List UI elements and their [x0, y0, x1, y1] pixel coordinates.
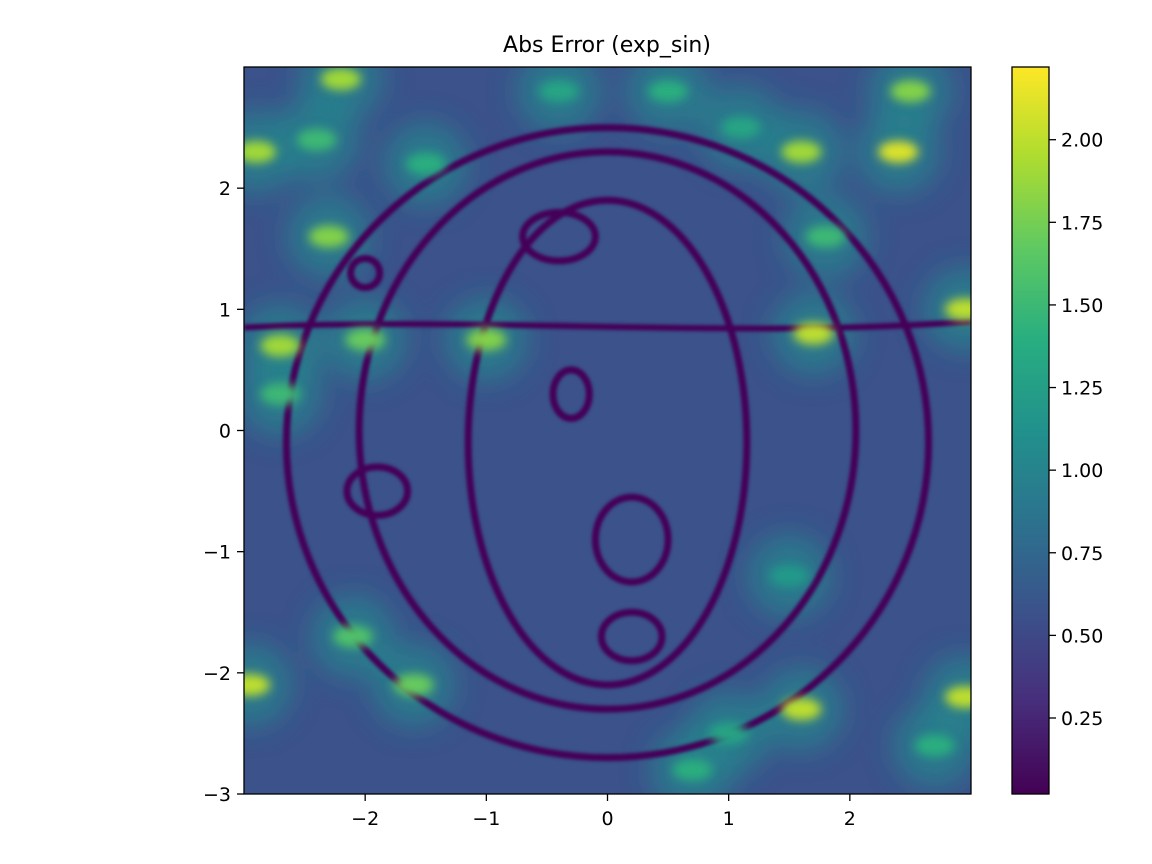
colorbar-tick-label: 0.75: [1061, 543, 1103, 565]
colorbar-tick-label: 0.50: [1061, 625, 1103, 647]
heatmap-hotspot-21: [672, 758, 713, 781]
low-error-contour-0: [282, 124, 933, 762]
colorbar-tick-label: 1.25: [1061, 378, 1103, 400]
low-error-contour-6: [591, 493, 672, 586]
low-error-contour-3: [347, 254, 384, 292]
heatmap-low-error-contours: [244, 124, 971, 762]
colorbar-tick-label: 1.00: [1061, 460, 1103, 482]
y-tick-label: 2: [219, 178, 231, 200]
heatmap-hotspot-12: [781, 140, 822, 163]
colorbar-tick-label: 2.00: [1061, 130, 1103, 152]
heatmap-hotspot-6: [781, 698, 822, 721]
chart-title: Abs Error (exp_sin): [503, 33, 711, 58]
heatmap-hotspot-5: [793, 322, 834, 345]
heatmap-hotspot-13: [345, 328, 386, 351]
x-tick-label: −2: [351, 808, 379, 830]
heatmap-hotspot-8: [944, 686, 971, 709]
x-tick-label: 0: [601, 808, 613, 830]
heatmap-area: [244, 67, 971, 794]
colorbar-tick-label: 0.25: [1061, 708, 1103, 730]
low-error-band: [244, 318, 971, 332]
heatmap-hotspot-9: [308, 225, 349, 248]
low-error-contour-5: [519, 208, 599, 265]
colorbar-gradient: [1011, 66, 1050, 795]
heatmap-hotspot-14: [393, 673, 434, 696]
y-tick-label: −3: [203, 784, 231, 806]
heatmap-hotspot-26: [708, 722, 749, 745]
heatmap-hotspot-4: [244, 140, 277, 163]
colorbar: 0.25 0.50 0.75 1.00 1.25 1.50 1.75 2.00: [1011, 66, 1103, 795]
x-tick-label: −1: [472, 808, 500, 830]
heatmap-hotspot-24: [296, 128, 337, 151]
x-axis: −2 −1 0 1 2: [351, 794, 856, 830]
heatmap-high-error-spots: [244, 68, 971, 781]
low-error-contour-4: [343, 463, 412, 519]
y-tick-label: 1: [219, 299, 231, 321]
heatmap-hotspot-17: [805, 225, 846, 248]
heatmap-hotspot-3: [944, 298, 971, 321]
heatmap-hotspot-18: [405, 152, 446, 175]
heatmap-hotspot-23: [914, 734, 955, 757]
heatmap-hotspot-10: [260, 334, 301, 357]
x-tick-label: 1: [723, 808, 735, 830]
heatmap-hotspot-25: [769, 564, 810, 587]
y-axis: −3 −2 −1 0 1 2: [203, 178, 244, 806]
heatmap-hotspot-7: [244, 673, 271, 696]
heatmap-hotspot-19: [648, 80, 689, 103]
heatmap-hotspot-16: [260, 383, 301, 406]
heatmap-hotspot-0: [878, 140, 919, 163]
heatmap-hotspot-15: [333, 625, 374, 648]
colorbar-tick-label: 1.50: [1061, 295, 1103, 317]
heatmap-hotspot-22: [720, 116, 761, 139]
low-error-contour-2: [464, 196, 751, 689]
heatmap-hotspot-11: [466, 328, 507, 351]
low-error-contour-1: [355, 148, 860, 713]
heatmap-hotspot-1: [320, 68, 361, 91]
heatmap-mid-patches: [244, 67, 971, 794]
y-tick-label: −1: [203, 542, 231, 564]
low-error-contour-7: [549, 366, 593, 422]
x-tick-label: 2: [844, 808, 856, 830]
y-tick-label: 0: [219, 421, 231, 443]
heatmap-hotspot-2: [890, 80, 931, 103]
heatmap-hotspot-20: [539, 80, 580, 103]
y-tick-label: −2: [203, 663, 231, 685]
colorbar-tick-label: 1.75: [1061, 212, 1103, 234]
colorbar-ticks: 0.25 0.50 0.75 1.00 1.25 1.50 1.75 2.00: [1049, 130, 1103, 730]
low-error-contour-8: [597, 608, 666, 665]
